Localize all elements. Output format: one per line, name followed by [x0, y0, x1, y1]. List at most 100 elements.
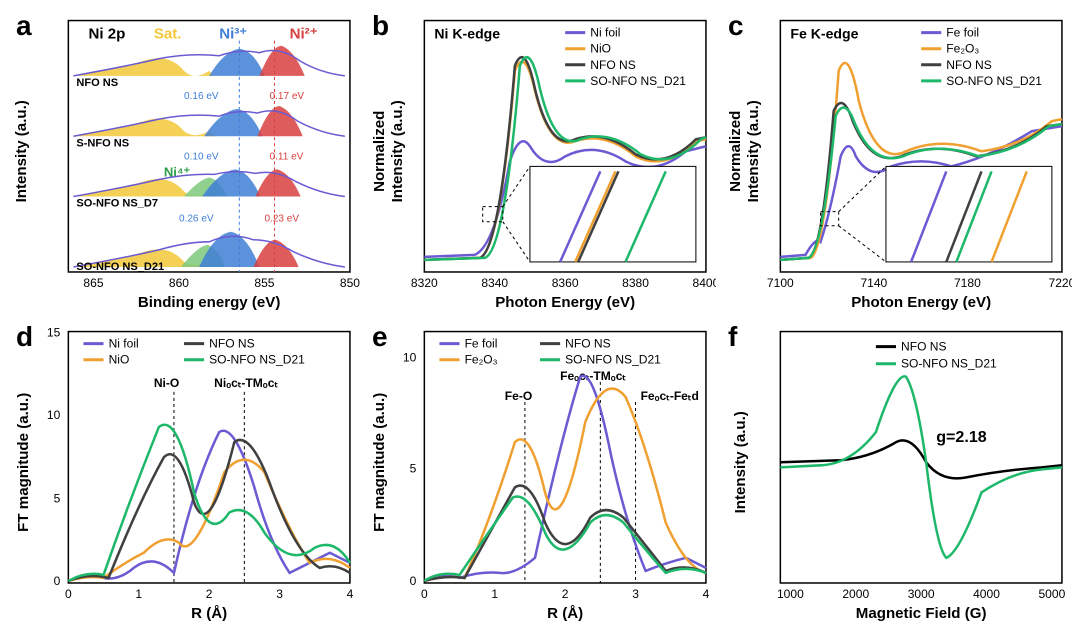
- svg-text:Fe foil: Fe foil: [465, 336, 498, 350]
- svg-text:Fe foil: Fe foil: [946, 26, 979, 40]
- panel-a: a Binding energy (eV) Intensity (a.u.) 8…: [8, 8, 360, 315]
- panel-a-svg: Binding energy (eV) Intensity (a.u.) 865…: [8, 8, 360, 315]
- svg-text:NFO NS: NFO NS: [946, 58, 992, 72]
- svg-text:Ni K-edge: Ni K-edge: [434, 26, 500, 42]
- panel-f-label: f: [728, 321, 737, 353]
- legend: NFO NS SO-NFO NS_D21: [876, 339, 997, 370]
- svg-text:NFO NS: NFO NS: [565, 336, 611, 350]
- svg-text:SO-NFO NS_D21: SO-NFO NS_D21: [565, 352, 661, 366]
- svg-text:Ni foil: Ni foil: [109, 336, 139, 350]
- svg-text:5: 5: [410, 461, 417, 475]
- svg-text:NFO NS: NFO NS: [901, 339, 947, 353]
- svg-text:0.17 eV: 0.17 eV: [269, 91, 304, 102]
- panel-b-label: b: [372, 10, 389, 42]
- panel-e-label: e: [372, 321, 388, 353]
- panel-f-svg: Magnetic Field (G) Intensity (a.u.) 1000…: [720, 319, 1072, 626]
- svg-text:7100: 7100: [767, 276, 794, 290]
- ni2-label: Ni²⁺: [290, 26, 318, 43]
- panel-c: c Photon Energy (eV) Normalized Intensit…: [720, 8, 1072, 315]
- xticks: 7100 7140 7180 7220: [767, 276, 1072, 290]
- svg-text:SO-NFO NS_D21: SO-NFO NS_D21: [901, 356, 997, 370]
- svg-text:5000: 5000: [1038, 587, 1065, 601]
- svg-text:5: 5: [54, 491, 61, 505]
- xticks: 0 1 2 3 4: [421, 587, 710, 601]
- svg-text:Feₒcₜ-Feₜd: Feₒcₜ-Feₜd: [641, 389, 699, 403]
- row-1: NFO NS: [73, 46, 345, 89]
- svg-text:Photon Energy (eV): Photon Energy (eV): [851, 294, 991, 311]
- panel-c-svg: Photon Energy (eV) Normalized Intensity …: [720, 8, 1072, 315]
- legend: Fe foil Fe₂O₃ NFO NS SO-NFO NS_D21: [439, 336, 661, 366]
- svg-text:1: 1: [491, 587, 498, 601]
- xticks: 0 1 2 3 4: [65, 587, 354, 601]
- legend: Ni foil NiO NFO NS SO-NFO NS_D21: [83, 336, 305, 366]
- inset-frame: [530, 166, 696, 262]
- svg-text:8340: 8340: [481, 276, 508, 290]
- svg-text:Normalized: Normalized: [371, 111, 388, 192]
- panel-d-label: d: [16, 321, 33, 353]
- svg-text:Fe K-edge: Fe K-edge: [790, 26, 858, 42]
- svg-text:7220: 7220: [1049, 276, 1072, 290]
- svg-text:SO-NFO NS_D21: SO-NFO NS_D21: [209, 352, 305, 366]
- svg-text:NFO NS: NFO NS: [590, 58, 636, 72]
- svg-text:4: 4: [703, 587, 710, 601]
- svg-text:Fe-O: Fe-O: [505, 389, 532, 403]
- svg-text:Intensity (a.u.): Intensity (a.u.): [745, 100, 762, 202]
- svg-text:R (Å): R (Å): [191, 605, 227, 622]
- svg-text:g=2.18: g=2.18: [936, 428, 987, 446]
- svg-text:SO-NFO NS_D21: SO-NFO NS_D21: [946, 74, 1042, 88]
- svg-text:1: 1: [135, 587, 142, 601]
- svg-text:7180: 7180: [954, 276, 981, 290]
- svg-text:Normalized: Normalized: [727, 111, 744, 192]
- svg-text:Intensity (a.u.): Intensity (a.u.): [732, 411, 749, 513]
- panel-c-label: c: [728, 10, 744, 42]
- svg-text:10: 10: [403, 350, 417, 364]
- svg-text:860: 860: [169, 276, 189, 290]
- svg-text:NiO: NiO: [109, 352, 130, 366]
- yticks: 0 5 10 15: [47, 325, 61, 587]
- panel-d-svg: R (Å) FT magnitude (a.u.) 0 1 2 3 4 0 5 …: [8, 319, 360, 626]
- xlabel: Binding energy (eV): [138, 294, 280, 311]
- svg-text:SO-NFO NS_D21: SO-NFO NS_D21: [76, 261, 164, 273]
- svg-text:2: 2: [206, 587, 213, 601]
- panel-a-label: a: [16, 10, 32, 42]
- svg-text:10: 10: [47, 408, 61, 422]
- sat-label: Sat.: [154, 26, 182, 43]
- svg-text:S-NFO NS: S-NFO NS: [76, 137, 129, 149]
- svg-text:Fe₂O₃: Fe₂O₃: [465, 352, 498, 366]
- svg-text:0: 0: [65, 587, 72, 601]
- svg-text:R (Å): R (Å): [547, 605, 583, 622]
- svg-text:Niₒcₜ-TMₒcₜ: Niₒcₜ-TMₒcₜ: [214, 376, 278, 390]
- svg-text:NiO: NiO: [590, 42, 611, 56]
- svg-text:Ni foil: Ni foil: [590, 26, 620, 40]
- svg-text:NFO NS: NFO NS: [76, 77, 118, 89]
- svg-text:4: 4: [347, 587, 354, 601]
- svg-text:3000: 3000: [908, 587, 935, 601]
- svg-text:2: 2: [562, 587, 569, 601]
- svg-text:8360: 8360: [552, 276, 579, 290]
- svg-text:8320: 8320: [411, 276, 438, 290]
- svg-text:3: 3: [276, 587, 283, 601]
- svg-text:8380: 8380: [622, 276, 649, 290]
- svg-text:0.23 eV: 0.23 eV: [264, 214, 299, 225]
- panel-b-svg: Photon Energy (eV) Normalized Intensity …: [364, 8, 716, 315]
- svg-text:4000: 4000: [973, 587, 1000, 601]
- svg-text:Magnetic Field (G): Magnetic Field (G): [856, 605, 987, 622]
- row-2: S-NFO NS 0.16 eV 0.17 eV: [73, 91, 345, 149]
- svg-text:0: 0: [421, 587, 428, 601]
- legend: Ni foil NiO NFO NS SO-NFO NS_D21: [565, 26, 686, 88]
- xticks: 8320 8340 8360 8380 8400: [411, 276, 716, 290]
- svg-text:2000: 2000: [842, 587, 869, 601]
- inset-frame: [886, 166, 1052, 262]
- svg-text:3: 3: [632, 587, 639, 601]
- svg-text:NFO NS: NFO NS: [209, 336, 255, 350]
- svg-text:SO-NFO NS_D21: SO-NFO NS_D21: [590, 74, 686, 88]
- figure-grid: a Binding energy (eV) Intensity (a.u.) 8…: [0, 0, 1080, 619]
- yticks: 0 5 10: [403, 350, 417, 587]
- svg-text:855: 855: [254, 276, 274, 290]
- svg-text:0.26 eV: 0.26 eV: [179, 214, 214, 225]
- legend: Fe foil Fe₂O₃ NFO NS SO-NFO NS_D21: [921, 26, 1042, 88]
- ylabel: Intensity (a.u.): [13, 100, 30, 202]
- svg-text:Ni-O: Ni-O: [154, 376, 179, 390]
- svg-text:7140: 7140: [860, 276, 887, 290]
- row-4: SO-NFO NS_D21 0.26 eV 0.23 eV: [73, 214, 345, 273]
